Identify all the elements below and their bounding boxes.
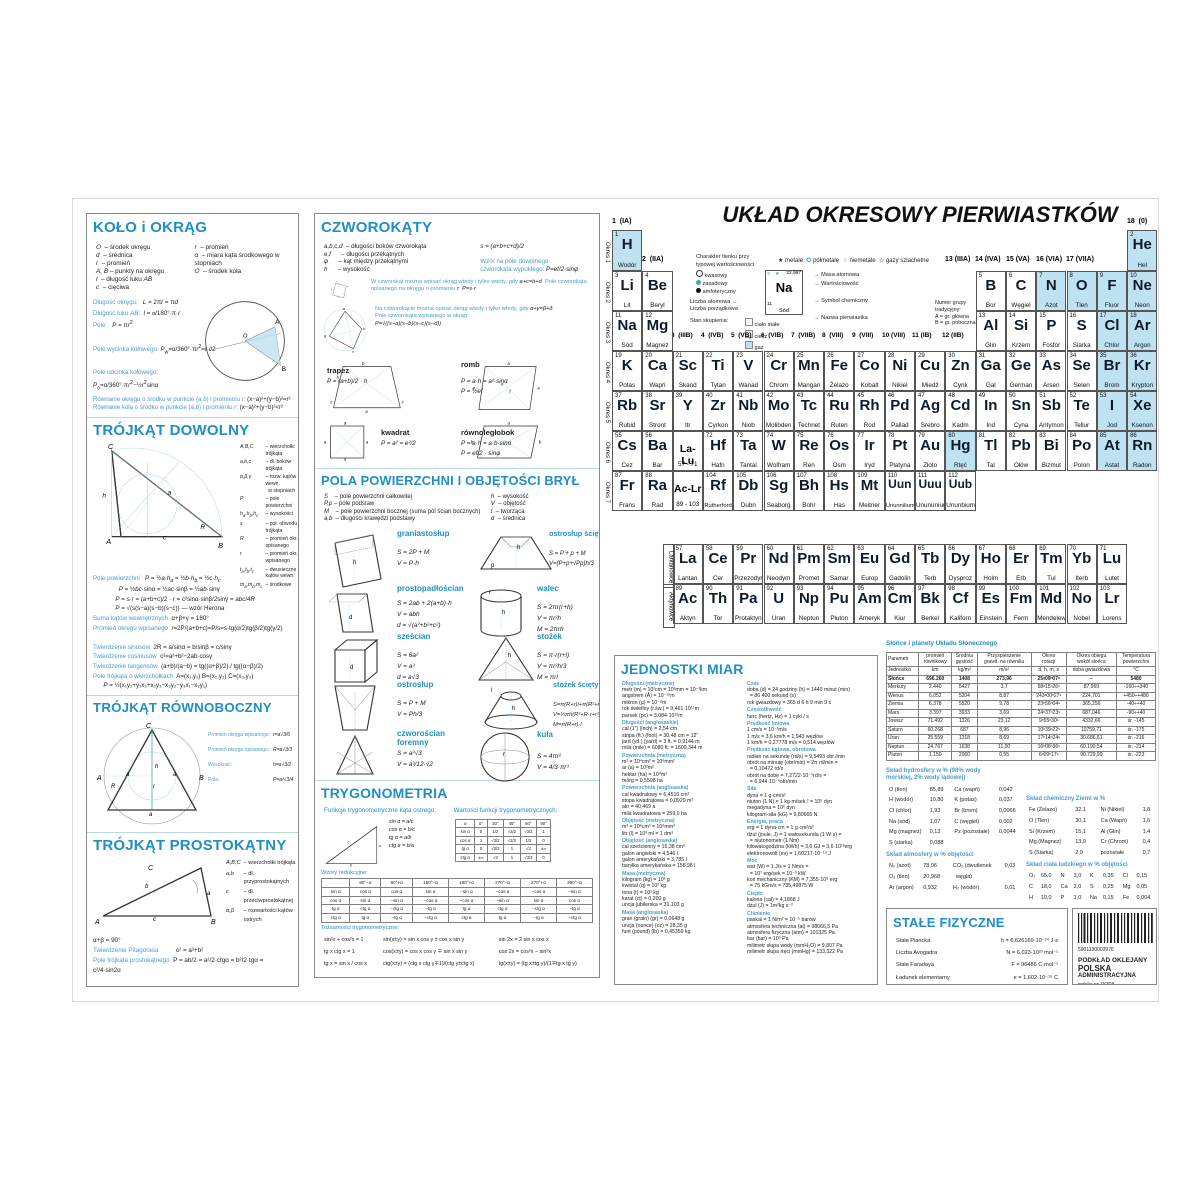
svg-text:a: a [207,891,211,897]
svg-text:C: C [148,865,154,872]
svg-text:r: r [153,784,156,790]
svg-text:a: a [365,409,368,414]
svg-text:a: a [343,307,345,311]
svg-text:A: A [275,319,280,326]
svg-text:c: c [352,350,354,354]
svg-text:c: c [153,917,156,923]
svg-text:b: b [363,327,365,331]
svg-text:a: a [126,772,130,778]
svg-text:A: A [96,775,102,782]
svg-text:B: B [218,541,223,550]
svg-text:h: h [155,764,159,770]
svg-text:h: h [102,492,106,499]
svg-text:a: a [508,361,511,366]
svg-text:a: a [336,281,337,283]
svg-text:a: a [344,456,347,461]
svg-text:B: B [211,919,216,926]
svg-text:c: c [347,840,349,844]
svg-text:a: a [324,439,327,444]
svg-text:b: b [350,864,352,868]
svg-text:R: R [111,784,116,790]
svg-text:c: c [330,399,333,404]
svg-text:O: O [243,333,248,339]
svg-text:a: a [149,812,153,818]
svg-text:r: r [489,590,491,596]
svg-text:a: a [168,490,172,497]
svg-text:h: h [517,545,520,551]
svg-text:B: B [199,775,204,782]
svg-text:B: B [282,366,287,373]
svg-text:c: c [338,296,339,298]
svg-text:c: c [402,399,405,404]
svg-text:p: p [491,563,495,569]
svg-text:C: C [108,443,114,451]
svg-text:r: r [503,752,505,758]
svg-text:b: b [539,439,542,444]
svg-text:l: l [491,688,492,694]
svg-text:b: b [362,361,365,366]
svg-text:b: b [347,286,348,288]
svg-text:a: a [366,439,369,444]
svg-text:R: R [200,524,205,531]
svg-text:α: α [331,857,334,861]
svg-text:d: d [350,665,353,671]
svg-text:C: C [146,723,152,730]
svg-text:A: A [105,537,111,546]
svg-text:h: h [512,706,515,712]
svg-text:A: A [94,919,100,926]
svg-text:a: a [344,422,347,426]
svg-text:d: d [331,289,332,291]
svg-text:a: a [379,844,381,848]
svg-text:d: d [324,334,326,338]
svg-text:a: a [537,385,540,390]
svg-text:h: h [502,610,505,616]
svg-text:a: a [508,422,511,426]
svg-text:h: h [353,560,356,566]
svg-text:c: c [163,534,167,541]
svg-text:h: h [508,653,511,659]
svg-text:b: b [145,884,149,890]
svg-text:d: d [349,615,352,621]
